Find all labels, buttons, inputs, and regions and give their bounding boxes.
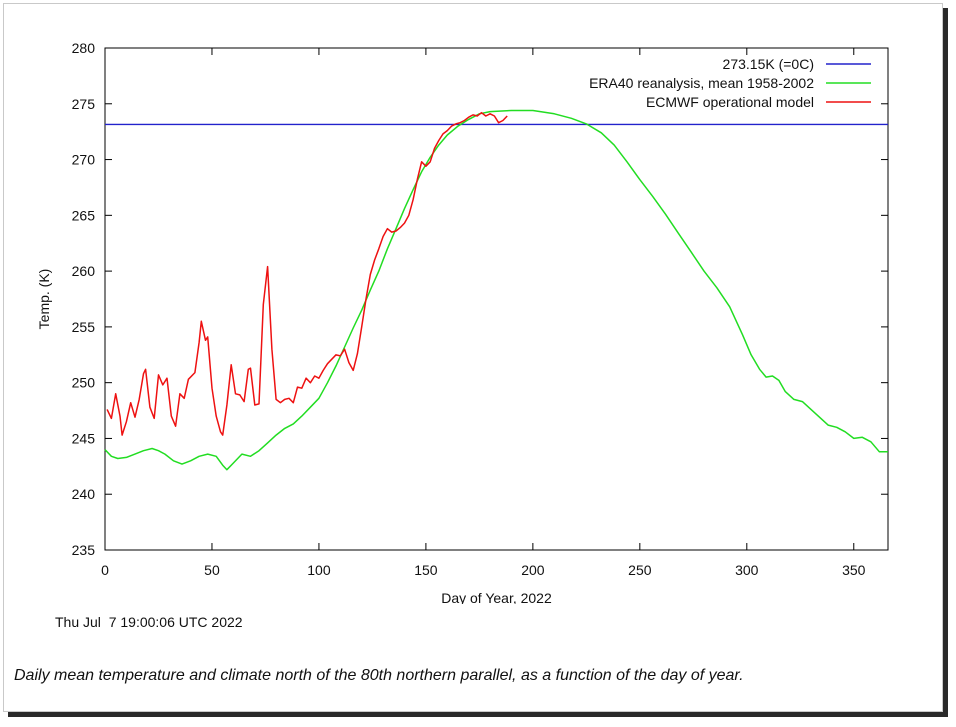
legend-label: 273.15K (=0C) bbox=[723, 56, 814, 72]
y-tick-label: 280 bbox=[72, 40, 96, 56]
x-tick-label: 200 bbox=[521, 562, 545, 578]
figure-caption: Daily mean temperature and climate north… bbox=[14, 667, 744, 684]
y-tick-label: 265 bbox=[72, 207, 96, 223]
legend-label: ECMWF operational model bbox=[646, 94, 814, 110]
x-axis-label: Day of Year, 2022 bbox=[441, 590, 552, 604]
y-tick-label: 270 bbox=[72, 152, 96, 168]
legend-label: ERA40 reanalysis, mean 1958-2002 bbox=[589, 75, 814, 91]
x-tick-label: 150 bbox=[414, 562, 438, 578]
x-tick-label: 300 bbox=[735, 562, 759, 578]
x-tick-label: 250 bbox=[628, 562, 652, 578]
y-tick-label: 235 bbox=[72, 542, 96, 558]
temperature-chart: 235 240 245 250 255 260 265 270 275 280 0 50 100 150 2… bbox=[36, 40, 889, 604]
figure-frame: 235 240 245 250 255 260 265 270 275 280 0 50 100 150 2… bbox=[3, 3, 943, 712]
x-tick-label: 350 bbox=[842, 562, 866, 578]
plot-border bbox=[104, 47, 889, 551]
y-tick-label: 240 bbox=[72, 486, 96, 502]
y-tick-label: 275 bbox=[72, 96, 96, 112]
x-tick-label: 0 bbox=[101, 562, 109, 578]
y-tick-label: 260 bbox=[72, 263, 96, 279]
x-tick-label: 100 bbox=[307, 562, 331, 578]
timestamp: Thu Jul 7 19:00:06 UTC 2022 bbox=[55, 614, 243, 630]
series-line-era40 bbox=[104, 109, 888, 471]
series-line-ecmwf bbox=[106, 111, 508, 436]
x-tick-label: 50 bbox=[204, 562, 220, 578]
y-tick-label: 255 bbox=[72, 319, 96, 335]
y-axis-label: Temp. (K) bbox=[36, 269, 52, 330]
y-tick-label: 250 bbox=[72, 375, 96, 391]
y-tick-label: 245 bbox=[72, 430, 96, 446]
